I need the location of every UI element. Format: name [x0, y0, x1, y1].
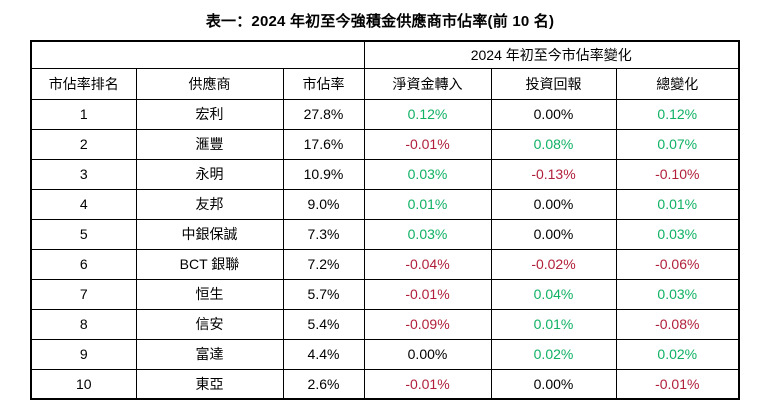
table-row: 2 滙豐 17.6% -0.01% 0.08% 0.07%	[30, 128, 740, 160]
total-change-cell: 0.02%	[615, 338, 740, 370]
total-change-cell: -0.10%	[615, 158, 740, 190]
net-inflow-cell: 0.12%	[363, 98, 492, 130]
return-cell: 0.02%	[490, 338, 617, 370]
rank-cell: 4	[30, 188, 137, 220]
net-inflow-cell: 0.03%	[363, 218, 492, 250]
table-title: 表一：2024 年初至今強積金供應商市佔率(前 10 名)	[205, 13, 555, 30]
table-row: 5 中銀保誠 7.3% 0.03% 0.00% 0.03%	[30, 218, 740, 250]
share-cell: 9.0%	[282, 188, 365, 220]
col-header-net-inflow: 淨資金轉入	[363, 67, 492, 100]
rank-cell: 5	[30, 218, 137, 250]
share-cell: 27.8%	[282, 98, 365, 130]
total-change-cell: -0.06%	[615, 248, 740, 280]
net-inflow-cell: -0.01%	[363, 278, 492, 310]
share-cell: 7.2%	[282, 248, 365, 280]
return-cell: 0.04%	[490, 278, 617, 310]
provider-cell: 友邦	[135, 188, 284, 220]
return-cell: 0.00%	[490, 98, 617, 130]
return-cell: 0.01%	[490, 308, 617, 340]
net-inflow-cell: -0.01%	[363, 128, 492, 160]
table-row: 6 BCT 銀聯 7.2% -0.04% -0.02% -0.06%	[30, 248, 740, 280]
provider-cell: 中銀保誠	[135, 218, 284, 250]
group-header-cell: 2024 年初至今市佔率變化	[363, 40, 740, 69]
rank-cell: 10	[30, 368, 137, 400]
rank-cell: 3	[30, 158, 137, 190]
return-cell: 0.00%	[490, 188, 617, 220]
total-change-cell: 0.07%	[615, 128, 740, 160]
net-inflow-cell: 0.01%	[363, 188, 492, 220]
net-inflow-cell: -0.09%	[363, 308, 492, 340]
provider-cell: BCT 銀聯	[135, 248, 284, 280]
share-cell: 10.9%	[282, 158, 365, 190]
total-change-cell: 0.03%	[615, 218, 740, 250]
share-cell: 17.6%	[282, 128, 365, 160]
col-header-share: 市佔率	[282, 67, 365, 100]
group-header-row: 2024 年初至今市佔率變化	[30, 40, 740, 69]
table-row: 4 友邦 9.0% 0.01% 0.00% 0.01%	[30, 188, 740, 220]
net-inflow-cell: 0.00%	[363, 338, 492, 370]
table-row: 3 永明 10.9% 0.03% -0.13% -0.10%	[30, 158, 740, 190]
table-row: 8 信安 5.4% -0.09% 0.01% -0.08%	[30, 308, 740, 340]
return-cell: -0.13%	[490, 158, 617, 190]
table-row: 10 東亞 2.6% -0.01% 0.00% -0.01%	[30, 368, 740, 400]
net-inflow-cell: -0.01%	[363, 368, 492, 400]
provider-cell: 恒生	[135, 278, 284, 310]
col-header-return: 投資回報	[490, 67, 617, 100]
total-change-cell: -0.08%	[615, 308, 740, 340]
total-change-cell: 0.01%	[615, 188, 740, 220]
rank-cell: 9	[30, 338, 137, 370]
share-cell: 5.7%	[282, 278, 365, 310]
col-header-rank: 市佔率排名	[30, 67, 137, 100]
provider-cell: 富達	[135, 338, 284, 370]
col-header-provider: 供應商	[135, 67, 284, 100]
provider-cell: 東亞	[135, 368, 284, 400]
table-row: 9 富達 4.4% 0.00% 0.02% 0.02%	[30, 338, 740, 370]
column-header-row: 市佔率排名 供應商 市佔率 淨資金轉入 投資回報 總變化	[30, 67, 740, 100]
return-cell: 0.00%	[490, 218, 617, 250]
return-cell: 0.08%	[490, 128, 617, 160]
net-inflow-cell: -0.04%	[363, 248, 492, 280]
return-cell: -0.02%	[490, 248, 617, 280]
rank-cell: 1	[30, 98, 137, 130]
return-cell: 0.00%	[490, 368, 617, 400]
mpf-market-share-table: 2024 年初至今市佔率變化 市佔率排名 供應商 市佔率 淨資金轉入 投資回報 …	[30, 40, 741, 400]
col-header-total-change: 總變化	[615, 67, 740, 100]
table-row: 1 宏利 27.8% 0.12% 0.00% 0.12%	[30, 98, 740, 130]
total-change-cell: 0.12%	[615, 98, 740, 130]
net-inflow-cell: 0.03%	[363, 158, 492, 190]
empty-corner-cell	[30, 40, 365, 69]
rank-cell: 8	[30, 308, 137, 340]
rank-cell: 7	[30, 278, 137, 310]
share-cell: 4.4%	[282, 338, 365, 370]
provider-cell: 滙豐	[135, 128, 284, 160]
total-change-cell: -0.01%	[615, 368, 740, 400]
total-change-cell: 0.03%	[615, 278, 740, 310]
table-row: 7 恒生 5.7% -0.01% 0.04% 0.03%	[30, 278, 740, 310]
provider-cell: 宏利	[135, 98, 284, 130]
provider-cell: 永明	[135, 158, 284, 190]
share-cell: 2.6%	[282, 368, 365, 400]
provider-cell: 信安	[135, 308, 284, 340]
share-cell: 5.4%	[282, 308, 365, 340]
rank-cell: 2	[30, 128, 137, 160]
share-cell: 7.3%	[282, 218, 365, 250]
rank-cell: 6	[30, 248, 137, 280]
